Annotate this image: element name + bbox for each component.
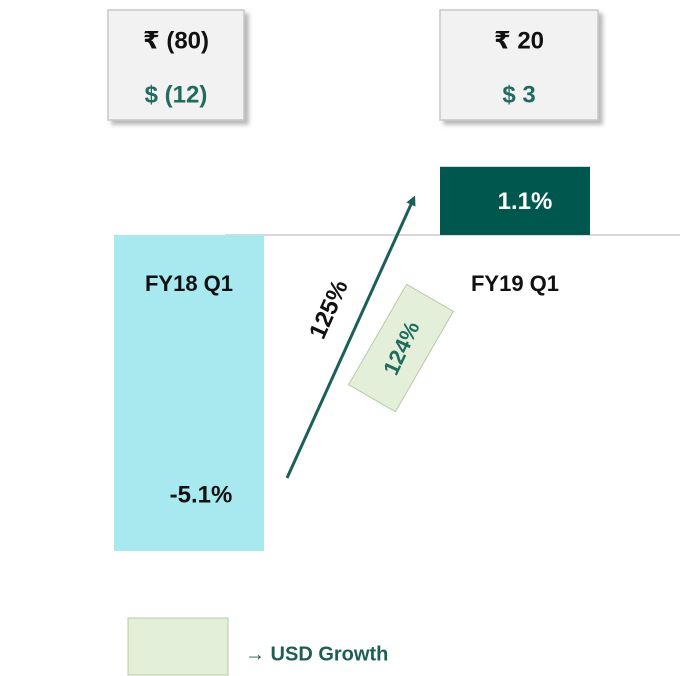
growth-box: 124% — [347, 283, 455, 413]
bar — [440, 166, 590, 235]
callout-box — [107, 9, 245, 121]
legend-label: → USD Growth — [245, 643, 388, 665]
callout-inr: ₹ 20 — [494, 27, 544, 54]
callout-usd: $ (12) — [145, 81, 208, 108]
callout-usd: $ 3 — [502, 81, 535, 108]
callout-inr: ₹ (80) — [143, 27, 209, 54]
arrow-label: 125% — [304, 276, 354, 343]
bar — [114, 234, 264, 551]
category-label: FY18 Q1 — [145, 271, 233, 296]
callout-box — [439, 9, 599, 121]
legend-swatch — [127, 617, 229, 676]
growth-arrow — [285, 195, 416, 479]
value-label: 1.1% — [498, 188, 553, 215]
category-label: FY19 Q1 — [471, 271, 559, 296]
value-label: -5.1% — [170, 481, 233, 508]
growth-box-bg — [347, 283, 455, 413]
